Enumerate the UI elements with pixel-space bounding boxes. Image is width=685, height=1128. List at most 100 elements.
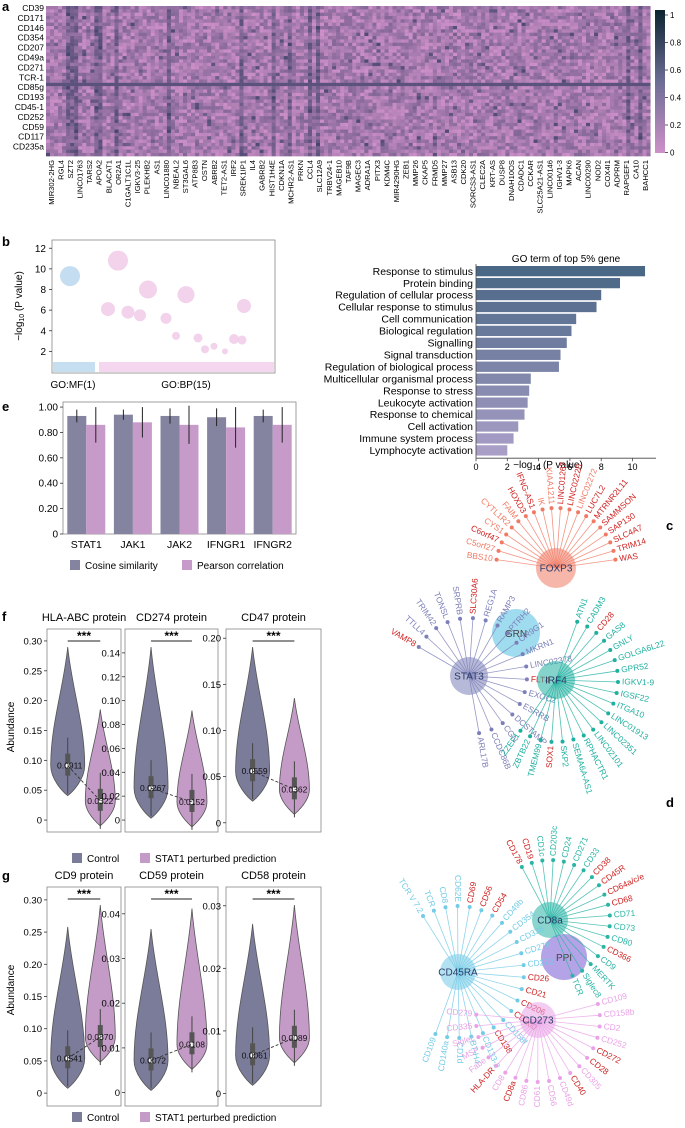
heatmap-cell <box>449 12 454 17</box>
heatmap-cell <box>372 69 377 73</box>
heatmap-cell <box>311 29 317 33</box>
heatmap-cell <box>82 59 87 63</box>
heatmap-cell <box>384 129 389 133</box>
heatmap-cell <box>66 99 71 103</box>
heatmap-cell <box>356 132 361 137</box>
heatmap-cell <box>396 39 401 43</box>
heatmap-cell <box>436 112 442 117</box>
heatmap-cell <box>50 149 55 154</box>
heatmap-cell <box>428 59 433 63</box>
heatmap-cell <box>235 29 240 33</box>
heatmap-cell <box>166 82 171 87</box>
heatmap-cell <box>174 126 180 130</box>
heatmap-cell <box>207 26 212 30</box>
heatmap-cell <box>332 146 337 150</box>
heatmap-cell <box>416 139 421 143</box>
heatmap-cell <box>360 99 365 103</box>
heatmap-cell <box>54 62 59 67</box>
heatmap-cell <box>110 116 115 120</box>
heatmap-cell <box>340 56 345 60</box>
heatmap-cell <box>332 76 337 80</box>
heatmap-cell <box>191 19 196 23</box>
heatmap-cell <box>199 49 204 53</box>
heatmap-cell <box>166 56 171 60</box>
heatmap-cell <box>275 72 280 77</box>
heatmap-cell <box>461 19 466 23</box>
heatmap-cell <box>178 86 184 90</box>
heatmap-cell <box>489 6 494 10</box>
heatmap-cell <box>114 106 119 110</box>
heatmap-cell <box>223 109 228 113</box>
heatmap-cell <box>166 72 171 77</box>
heatmap-cell <box>324 92 329 97</box>
heatmap-cell <box>299 126 304 130</box>
heatmap-cell <box>473 102 478 107</box>
heatmap-cell <box>412 146 417 150</box>
heatmap-cell <box>138 89 143 93</box>
heatmap-cell <box>259 149 264 154</box>
heatmap-cell <box>255 56 260 60</box>
heatmap-cell <box>316 59 321 63</box>
heatmap-cell <box>86 122 91 127</box>
heatmap-cell <box>376 102 381 107</box>
heatmap-cell <box>158 39 163 43</box>
heatmap-cell <box>82 49 87 53</box>
heatmap-cell <box>239 86 244 90</box>
heatmap-cell <box>356 92 361 97</box>
heatmap-cell <box>340 52 345 57</box>
heatmap-cell <box>134 79 139 83</box>
heatmap-cell <box>457 59 462 63</box>
heatmap-cell <box>54 46 59 50</box>
heatmap-cell <box>348 149 353 154</box>
heatmap-cell <box>465 126 470 130</box>
heatmap-cell <box>408 139 413 143</box>
heatmap-cell <box>255 69 260 73</box>
heatmap-cell <box>187 46 192 50</box>
heatmap-cell <box>376 152 381 157</box>
heatmap-cell <box>477 46 482 50</box>
heatmap-cell <box>340 76 345 80</box>
heatmap-cell <box>74 139 79 143</box>
heatmap-cell <box>332 62 337 67</box>
heatmap-cell <box>336 92 341 97</box>
heatmap-cell <box>295 59 300 63</box>
heatmap-cell <box>130 96 135 100</box>
heatmap-cell <box>98 89 103 93</box>
heatmap-cell <box>408 96 413 100</box>
heatmap-cell <box>199 139 204 143</box>
heatmap-cell <box>440 76 446 80</box>
heatmap-cell <box>412 119 417 123</box>
heatmap-cell <box>235 79 240 83</box>
heatmap-cell <box>154 89 159 93</box>
heatmap-cell <box>465 52 470 57</box>
heatmap-cell <box>166 136 171 140</box>
heatmap-cell <box>138 59 143 63</box>
heatmap-cell <box>251 52 256 57</box>
heatmap-cell <box>54 72 59 77</box>
heatmap-cell <box>344 96 349 100</box>
heatmap-cell <box>461 76 466 80</box>
heatmap-cell <box>239 82 244 87</box>
heatmap-cell <box>243 19 248 23</box>
heatmap-cell <box>376 62 381 67</box>
heatmap-cell <box>420 152 425 157</box>
heatmap-cell <box>364 29 369 33</box>
heatmap-cell <box>368 119 373 123</box>
heatmap-cell <box>412 79 417 83</box>
heatmap-cell <box>114 142 119 147</box>
heatmap-cell <box>299 26 304 30</box>
heatmap-cell <box>207 22 212 27</box>
heatmap-cell <box>207 92 212 97</box>
heatmap-cell <box>62 142 67 147</box>
heatmap-cell <box>215 136 220 140</box>
heatmap-cell <box>247 92 252 97</box>
heatmap-cell <box>247 129 252 133</box>
heatmap-cell <box>400 9 405 13</box>
heatmap-cell <box>203 42 208 47</box>
heatmap-cell <box>372 102 377 107</box>
heatmap-cell <box>46 109 51 113</box>
heatmap-cell <box>227 142 232 147</box>
heatmap-cell <box>255 19 260 23</box>
heatmap-cell <box>150 62 155 67</box>
heatmap-cell <box>211 92 216 97</box>
